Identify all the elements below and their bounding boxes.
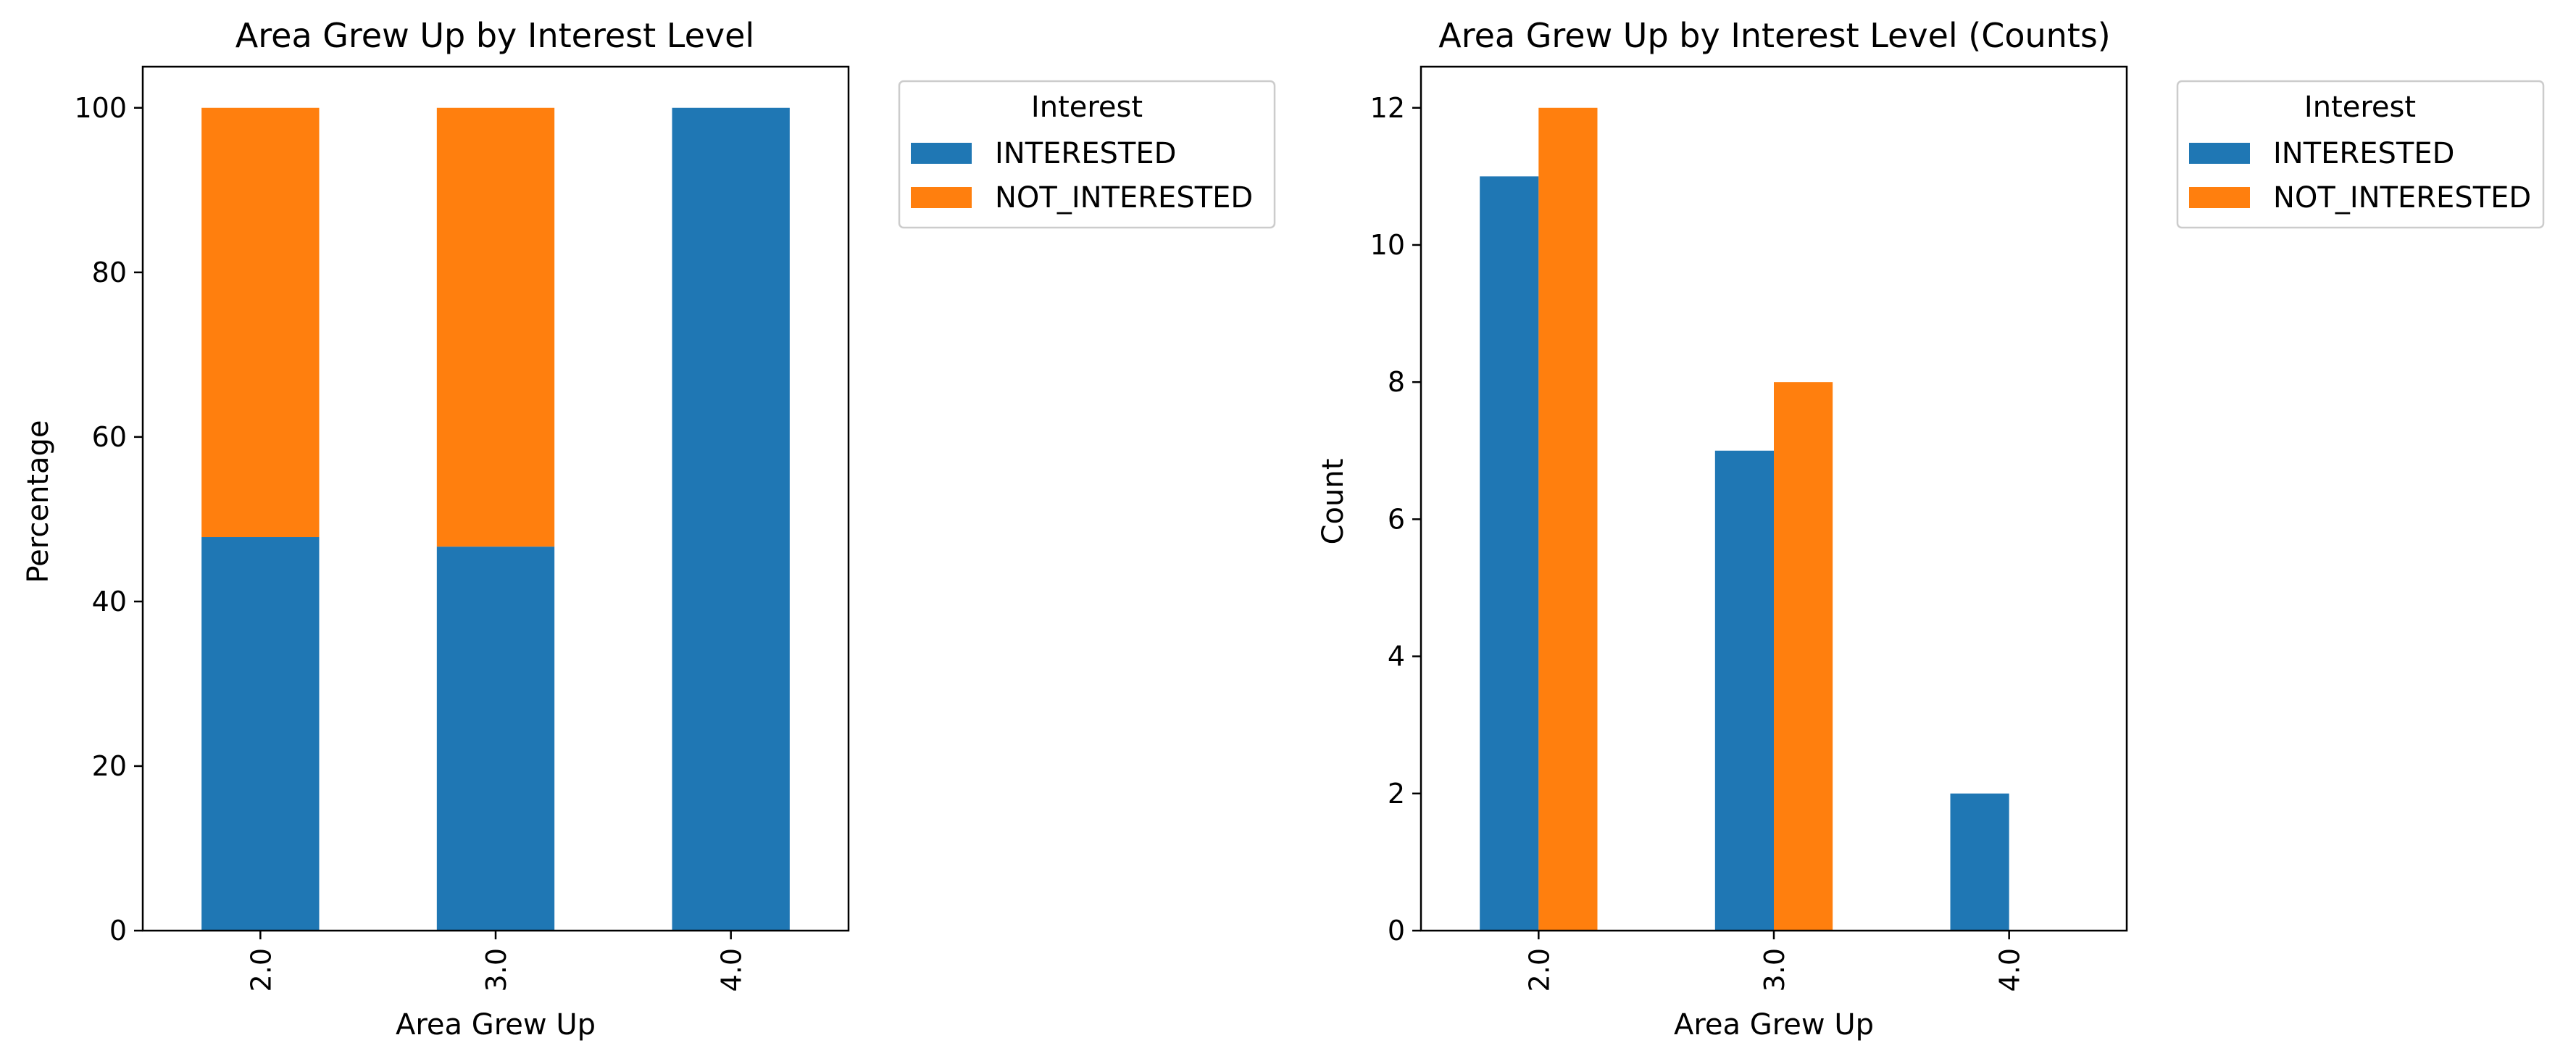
x-tick-label: 2.0: [1523, 948, 1555, 992]
legend: Interest INTERESTED NOT_INTERESTED: [2176, 80, 2545, 229]
y-tick-label: 0: [109, 915, 127, 947]
y-axis: 0 2 4 6 8 10 12: [1370, 92, 1421, 947]
bar-interested-4.0: [1950, 793, 2009, 931]
y-tick-label: 12: [1370, 92, 1405, 124]
x-tick-label: 3.0: [1759, 948, 1791, 992]
bar-interested-4.0: [672, 107, 790, 931]
bar-not-interested-3.0: [436, 107, 555, 547]
legend-title: Interest: [2304, 91, 2416, 124]
bar-interested-3.0: [436, 546, 555, 931]
y-tick-label: 20: [92, 750, 127, 782]
legend-label-not-interested: NOT_INTERESTED: [2273, 181, 2531, 215]
y-tick-label: 60: [92, 421, 127, 453]
legend-swatch-interested: [2189, 143, 2250, 164]
legend-swatch-not-interested: [2189, 187, 2250, 208]
x-tick-label: 4.0: [716, 948, 748, 992]
legend-label-interested: INTERESTED: [995, 137, 1176, 170]
x-tick-label: 3.0: [480, 948, 512, 992]
x-tick-label: 2.0: [245, 948, 277, 992]
y-tick-label: 8: [1388, 366, 1405, 398]
bars-layer: [1480, 107, 2009, 931]
x-axis-label: Area Grew Up: [396, 1008, 596, 1042]
bar-interested-2.0: [201, 537, 320, 931]
legend-frame: [898, 80, 1276, 229]
chart-title: Area Grew Up by Interest Level (Counts): [1438, 16, 2111, 55]
y-tick-label: 4: [1388, 641, 1405, 673]
legend-swatch-not-interested: [911, 187, 972, 208]
y-tick-label: 80: [92, 257, 127, 288]
chart-percentage: Area Grew Up by Interest Level 0 20 40 60 80…: [22, 16, 1276, 1042]
x-axis-label: Area Grew Up: [1674, 1008, 1874, 1042]
legend-swatch-interested: [911, 143, 972, 164]
y-tick-label: 0: [1388, 915, 1405, 947]
bar-interested-2.0: [1480, 176, 1539, 931]
x-axis: 2.0 3.0 4.0: [245, 931, 748, 992]
x-tick-label: 4.0: [1994, 948, 2026, 992]
legend-title: Interest: [1031, 91, 1143, 124]
bar-not-interested-3.0: [1774, 382, 1833, 931]
bar-not-interested-2.0: [201, 107, 320, 538]
y-axis-label: Count: [1317, 459, 1350, 545]
legend-label-not-interested: NOT_INTERESTED: [995, 181, 1253, 215]
x-axis: 2.0 3.0 4.0: [1523, 931, 2026, 992]
y-tick-label: 2: [1388, 778, 1405, 810]
chart-counts: Area Grew Up by Interest Level (Counts) …: [1317, 16, 2545, 1042]
bar-not-interested-2.0: [1538, 107, 1598, 931]
y-tick-label: 100: [74, 92, 127, 124]
bars-layer: [201, 107, 790, 931]
legend-label-interested: INTERESTED: [2273, 137, 2454, 170]
chart-title: Area Grew Up by Interest Level: [235, 16, 754, 55]
y-axis: 0 20 40 60 80 100: [74, 92, 143, 947]
y-tick-label: 6: [1388, 503, 1405, 535]
bar-interested-3.0: [1714, 450, 1774, 931]
y-tick-label: 40: [92, 586, 127, 618]
legend: Interest INTERESTED NOT_INTERESTED: [898, 80, 1276, 229]
legend-frame: [2176, 80, 2545, 229]
y-tick-label: 10: [1370, 229, 1405, 261]
y-axis-label: Percentage: [22, 420, 55, 583]
